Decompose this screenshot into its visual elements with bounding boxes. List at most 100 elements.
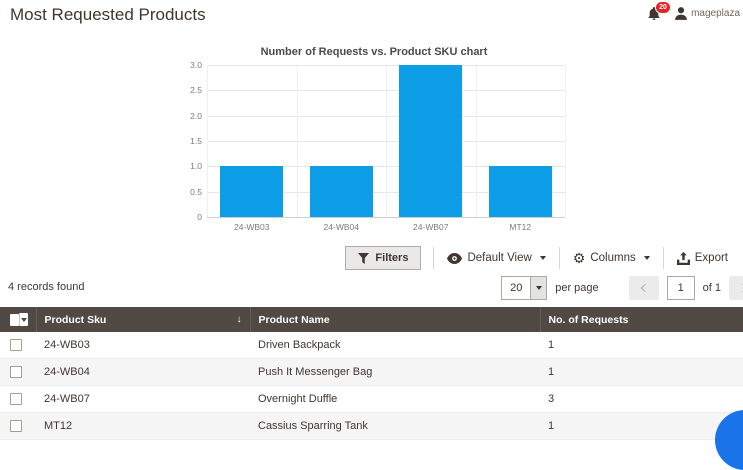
chevron-down-icon [535, 286, 542, 290]
cell-product-name: Push It Messenger Bag [250, 358, 540, 387]
products-table: Product Sku ↓ Product Name No. of Reques… [0, 307, 743, 441]
header-actions: 20 mageplaza [647, 1, 740, 22]
export-icon [676, 251, 690, 265]
y-tick-label: 2.5 [190, 85, 202, 96]
y-tick-label: 1.5 [190, 136, 202, 146]
filter-icon [358, 252, 370, 264]
table-row: 24-WB03 Driven Backpack 1 [0, 332, 743, 360]
row-checkbox-cell [0, 358, 36, 387]
bar-column [476, 65, 566, 217]
cell-product-sku: 24-WB07 [36, 385, 250, 414]
table-body: 24-WB03 Driven Backpack 1 24-WB04 Push It Me… [0, 332, 743, 441]
h-gridline [207, 217, 565, 218]
select-caret [530, 277, 547, 299]
chevron-left-icon [640, 283, 649, 293]
table-row: 24-WB07 Overnight Duffle 3 [0, 385, 743, 414]
view-switcher-label: Default View [467, 252, 532, 264]
bar-24-WB03[interactable] [220, 166, 284, 217]
bar-24-WB04[interactable] [309, 166, 373, 217]
view-switcher-button[interactable]: Default View [434, 252, 558, 264]
y-tick-label: 3.0 [190, 60, 202, 70]
per-page-select[interactable]: 20 [501, 276, 548, 300]
y-tick-label: 1.0 [190, 161, 202, 172]
user-menu[interactable]: mageplaza [675, 6, 740, 20]
row-checkbox-cell [0, 385, 36, 414]
row-checkbox[interactable] [10, 393, 22, 406]
next-page-button[interactable] [729, 276, 743, 300]
x-tick-label: 24-WB07 [413, 222, 449, 232]
sort-descending-icon: ↓ [236, 314, 242, 325]
row-checkbox[interactable] [10, 366, 22, 379]
y-tick-label: 0.5 [190, 186, 202, 197]
chevron-right-icon [738, 283, 743, 293]
cell-product-sku: 24-WB03 [36, 332, 250, 360]
x-tick-label: MT12 [509, 222, 532, 232]
column-header-sku[interactable]: Product Sku ↓ [35, 307, 250, 332]
chart-plot-area [207, 65, 566, 218]
user-icon [675, 6, 688, 20]
chart-body: 3.0 2.5 2.0 1.5 1.0 0.5 0 [183, 60, 566, 222]
row-checkbox-cell [0, 412, 36, 441]
column-header-name[interactable]: Product Name [249, 307, 540, 332]
select-all-dropdown[interactable] [19, 313, 28, 326]
export-button[interactable]: Export [664, 251, 741, 265]
v-gridline [207, 65, 208, 217]
per-page-label: per page [555, 282, 599, 294]
cell-product-name: Overnight Duffle [250, 385, 540, 414]
records-count: 4 records found [8, 281, 85, 293]
columns-label: Columns [590, 252, 636, 264]
requests-chart: Number of Requests vs. Product SKU chart… [183, 46, 566, 232]
row-checkbox[interactable] [10, 420, 22, 433]
row-checkbox-cell [0, 332, 36, 360]
v-gridline [475, 65, 477, 217]
column-header-sku-label: Product Sku [44, 313, 107, 326]
chart-bars [207, 65, 565, 217]
per-page-value: 20 [510, 282, 523, 294]
chart-x-axis: 24-WB03 24-WB04 24-WB07 MT12 [207, 217, 565, 232]
bar-column [386, 65, 476, 217]
toolbar-divider [662, 247, 664, 269]
cell-no-of-requests: 1 [540, 332, 743, 360]
columns-button[interactable]: ⚙ Columns [560, 249, 663, 266]
gear-icon: ⚙ [572, 249, 586, 266]
bar-MT12[interactable] [488, 166, 552, 217]
previous-page-button[interactable] [628, 276, 659, 300]
v-gridline [296, 65, 298, 217]
x-tick-label: 24-WB04 [323, 222, 359, 232]
column-header-name-label: Product Name [258, 313, 330, 326]
grid-toolbar: Filters Default View ⚙ Columns Export [345, 244, 741, 272]
select-all-control[interactable] [10, 313, 28, 326]
x-tick-label: 24-WB03 [234, 222, 270, 232]
table-header-row: Product Sku ↓ Product Name No. of Reques… [0, 307, 743, 332]
cell-product-name: Driven Backpack [250, 332, 540, 360]
bar-column [207, 65, 297, 217]
chart-y-axis: 3.0 2.5 2.0 1.5 1.0 0.5 0 [183, 60, 207, 222]
row-checkbox[interactable] [10, 339, 22, 352]
chevron-down-icon [539, 256, 546, 260]
cell-product-name: Cassius Sparring Tank [250, 412, 540, 441]
y-tick-label: 0 [197, 212, 202, 222]
toolbar-divider [433, 247, 435, 269]
export-label: Export [694, 252, 728, 264]
table-row: MT12 Cassius Sparring Tank 1 [0, 412, 743, 441]
page-total-label: of 1 [702, 282, 721, 294]
username-label: mageplaza [691, 7, 740, 19]
eye-icon [447, 252, 463, 264]
toolbar-divider [558, 247, 560, 269]
select-all-header [0, 307, 36, 332]
cell-product-sku: MT12 [36, 412, 250, 441]
column-header-requests-label: No. of Requests [548, 313, 629, 326]
notifications-button[interactable]: 20 [647, 1, 671, 22]
chart-title: Number of Requests vs. Product SKU chart [260, 46, 488, 58]
cell-no-of-requests: 3 [540, 385, 743, 414]
bar-24-WB07[interactable] [399, 65, 463, 217]
filters-button[interactable]: Filters [345, 246, 422, 270]
bar-column [297, 65, 387, 217]
page-number-input[interactable] [666, 276, 695, 300]
select-all-checkbox[interactable] [10, 313, 20, 326]
v-gridline [386, 65, 387, 217]
column-header-requests[interactable]: No. of Requests [539, 307, 743, 332]
filters-label: Filters [375, 252, 409, 264]
chevron-down-icon [20, 317, 27, 322]
notification-badge[interactable]: 20 [655, 1, 671, 14]
